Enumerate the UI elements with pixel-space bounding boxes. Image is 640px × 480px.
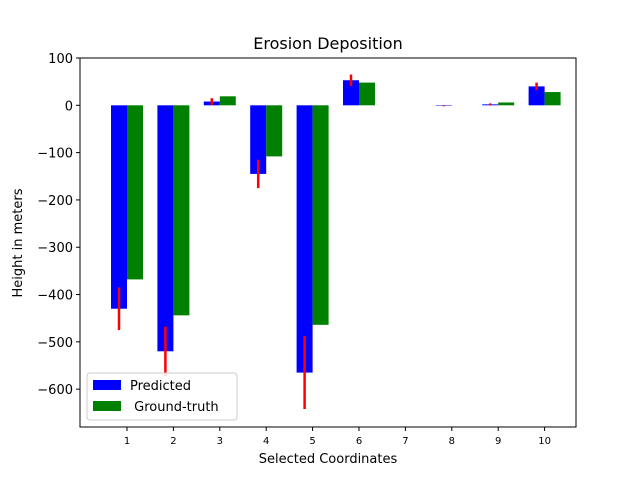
- legend-swatch: [93, 401, 121, 411]
- x-tick-label: 5: [309, 436, 315, 447]
- ground-truth-bar-5: [312, 105, 329, 325]
- y-tick-label: −100: [37, 147, 73, 162]
- x-tick-label: 3: [217, 436, 223, 447]
- legend-box: [86, 372, 238, 421]
- ground-truth-bar-6: [359, 82, 375, 106]
- predicted-bar-2: [157, 105, 174, 352]
- y-tick-label: −600: [37, 383, 73, 398]
- predicted-bar-4: [250, 105, 267, 174]
- ground-truth-bar-10: [544, 92, 561, 106]
- x-tick-label: 1: [124, 436, 130, 447]
- legend-swatch: [93, 380, 121, 390]
- legend: Predicted Ground-truth: [86, 372, 238, 421]
- x-tick-label: 8: [449, 436, 455, 447]
- y-tick-label: −500: [37, 336, 73, 351]
- legend-label: Predicted: [130, 379, 191, 394]
- y-tick-label: 0: [65, 99, 73, 114]
- x-tick-label: 4: [263, 436, 269, 447]
- y-tick-label: −400: [37, 289, 73, 304]
- axes-frame: [79, 57, 577, 428]
- predicted-bar-10: [528, 86, 545, 106]
- x-axis-label: Selected Coordinates: [259, 452, 398, 467]
- legend-label: Ground-truth: [130, 400, 219, 415]
- x-tick-label: 2: [170, 436, 176, 447]
- y-tick-label: −200: [37, 194, 73, 209]
- ground-truth-bar-9: [498, 102, 515, 106]
- ground-truth-bar-1: [127, 105, 143, 280]
- y-tick-label: −300: [37, 241, 73, 256]
- y-tick-label: 100: [48, 52, 73, 67]
- predicted-bar-1: [111, 105, 127, 309]
- x-tick-label: 9: [495, 436, 501, 447]
- ground-truth-bar-4: [266, 105, 283, 157]
- x-tick-label: 6: [356, 436, 362, 447]
- chart-title: Erosion Deposition: [253, 34, 402, 53]
- plot-area: 100 0 −100 −200 −300 −400 −500 −600 1 2 3 4 5 6 7 8 9 10: [37, 52, 577, 447]
- x-tick-label: 10: [538, 436, 551, 447]
- y-axis-label: Height in meters: [11, 188, 26, 297]
- ground-truth-bar-3: [219, 96, 236, 106]
- x-tick-label: 7: [402, 436, 408, 447]
- ground-truth-bar-2: [173, 105, 190, 316]
- predicted-bar-5: [296, 105, 313, 373]
- predicted-bar-6: [343, 80, 359, 106]
